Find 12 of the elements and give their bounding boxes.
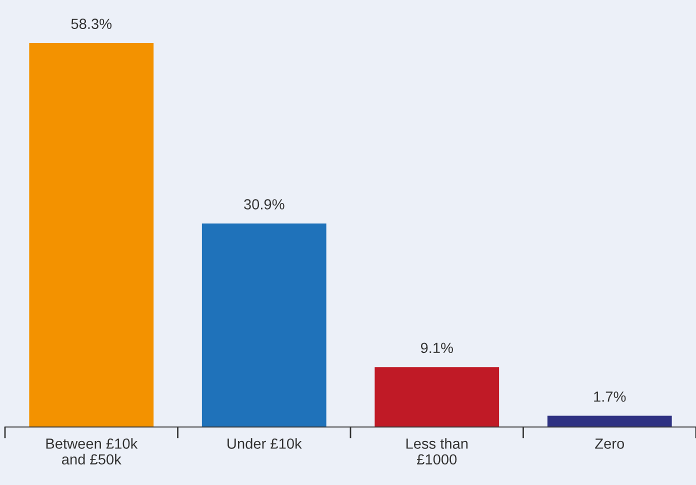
x-tick-label: Under £10k — [228, 438, 302, 449]
bar — [202, 223, 326, 427]
bar — [547, 416, 672, 427]
x-tick-label: Between £10k and £50k — [46, 438, 138, 465]
data-label: 9.1% — [420, 342, 453, 354]
bar — [374, 367, 500, 427]
data-label: 1.7% — [594, 392, 626, 402]
x-tick-label: Zero — [595, 438, 624, 449]
x-tick-label: Less than £1000 — [406, 438, 468, 465]
bar — [29, 43, 154, 427]
data-label: 58.3% — [71, 18, 112, 30]
data-label: 30.9% — [244, 199, 284, 210]
